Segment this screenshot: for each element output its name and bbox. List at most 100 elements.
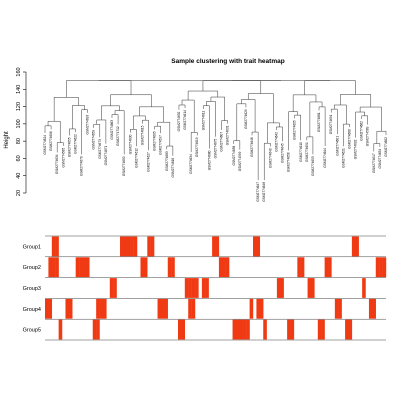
leaf-label: GSM2774632	[177, 112, 181, 132]
heatmap-cell	[51, 236, 56, 257]
heatmap-cell	[99, 298, 104, 319]
heatmap-cell	[253, 236, 257, 257]
dendrogram-branch	[292, 94, 317, 112]
leaf-label: GSM2774624	[43, 135, 47, 155]
dendrogram-tree	[44, 80, 387, 181]
leaf-label: GSM2774612	[134, 148, 138, 168]
heatmap-cell	[201, 278, 206, 298]
leaf-label: GSM2774646	[250, 137, 254, 157]
heatmap-cell	[167, 257, 172, 278]
dendrogram-branch	[306, 136, 314, 155]
leaf-label: GSM2774693	[86, 115, 90, 135]
leaf-label: GSM2774605	[153, 131, 157, 151]
heatmap-cell	[51, 257, 56, 278]
leaf-label: GSM2774659	[92, 130, 96, 150]
leaf-label: GSM2774631	[226, 125, 230, 145]
heatmap-cell	[246, 319, 250, 340]
leaf-label: GSM2774651	[305, 142, 309, 162]
y-tick-label: 120	[16, 102, 22, 111]
heatmap-cell	[102, 298, 107, 319]
heatmap-cell	[249, 298, 254, 319]
heatmap-cell	[348, 319, 353, 340]
heatmap-row-label: Group1	[23, 244, 41, 250]
leaf-label: GSM2774683	[165, 151, 169, 171]
dendrogram-branch	[294, 114, 301, 141]
heatmap-cell	[372, 298, 376, 319]
heatmap-cell	[58, 319, 63, 340]
heatmap-cell	[48, 298, 53, 319]
heatmap-cell	[48, 257, 53, 278]
leaf-label: GSM2774615	[140, 125, 144, 145]
heatmap-cell	[215, 236, 220, 257]
leaf-label: GSM2774602	[354, 139, 358, 159]
leaf-label: GSM2774634	[189, 154, 193, 174]
dendrogram-branch	[210, 96, 225, 121]
dendrogram-branch	[373, 143, 381, 152]
dendrogram-branch	[56, 142, 64, 153]
heatmap-cell	[375, 257, 380, 278]
y-tick-label: 60	[16, 155, 22, 161]
leaf-label: GSM2774691	[329, 114, 333, 134]
heatmap-cell	[85, 257, 90, 278]
dendrogram-y-axis: 20 40 60 80 100 120 140 160	[16, 67, 27, 196]
dendrogram-branch	[101, 105, 120, 120]
dendrogram-branch	[247, 93, 274, 123]
leaf-label: GSM2774597	[159, 135, 163, 155]
heatmap-cell	[338, 298, 342, 319]
heatmap-row-label: Group2	[23, 265, 41, 271]
heatmap-cell	[123, 236, 128, 257]
heatmap-cell	[218, 257, 223, 278]
dendrogram-branch	[66, 80, 132, 98]
leaf-label: GSM2774671	[104, 145, 108, 165]
leaf-label: GSM2774610	[299, 142, 303, 162]
heatmap-cell	[239, 319, 243, 340]
dendrogram-branch	[178, 104, 186, 110]
dendrogram-branch	[69, 128, 76, 136]
leaf-label: GSM2774681	[317, 112, 321, 132]
heatmap-cell	[96, 319, 100, 340]
leaf-label: GSM2774712	[116, 126, 120, 146]
leaf-label: GSM2774675	[214, 138, 218, 158]
heatmap-cell	[79, 257, 83, 278]
heatmap-cell	[140, 257, 145, 278]
leaf-label: GSM2774629	[244, 109, 248, 129]
dendrogram-branch	[318, 106, 326, 147]
heatmap-cell	[256, 236, 261, 257]
y-tick-label: 140	[16, 85, 22, 94]
leaf-label: GSM2774614	[183, 110, 187, 130]
dendrogram-branch	[330, 108, 338, 135]
heatmap-cell	[181, 319, 186, 340]
heatmap-cell	[55, 236, 59, 257]
dendrogram-branch	[236, 103, 247, 141]
y-tick-label: 160	[16, 67, 22, 76]
dendrogram-branch	[44, 125, 52, 133]
dendrogram-branch	[376, 130, 387, 144]
leaf-label: GSM2774663	[110, 120, 114, 140]
heatmap-cell	[92, 319, 97, 340]
dendrogram-branch	[206, 101, 216, 137]
dendrogram-branch	[304, 80, 356, 95]
heatmap-cell	[195, 278, 199, 298]
heatmap-cell	[259, 298, 264, 319]
leaf-label: GSM2774670	[80, 156, 84, 176]
y-tick-label: 20	[16, 190, 22, 196]
heatmap-cell	[157, 298, 162, 319]
heatmap-cell	[120, 236, 124, 257]
dendrogram-branch	[53, 97, 79, 122]
dendrogram-branch	[203, 105, 210, 149]
leaf-label: GSM2774673	[98, 139, 102, 159]
heatmap-cell	[212, 236, 216, 257]
heatmap-cell	[205, 278, 209, 298]
dendrogram-branch	[187, 90, 219, 101]
trait-heatmap: Group1 Group2 Group3 Group4 Group5	[23, 235, 387, 341]
leaf-label: GSM2774662	[360, 121, 364, 141]
dendrogram-branch	[166, 145, 174, 156]
heatmap-cell	[191, 278, 196, 298]
heatmap-cell	[160, 298, 165, 319]
heatmap-cell	[65, 298, 70, 319]
dendrogram-branch	[233, 140, 241, 150]
heatmap-cell	[345, 319, 349, 340]
heatmap-cell	[55, 257, 59, 278]
